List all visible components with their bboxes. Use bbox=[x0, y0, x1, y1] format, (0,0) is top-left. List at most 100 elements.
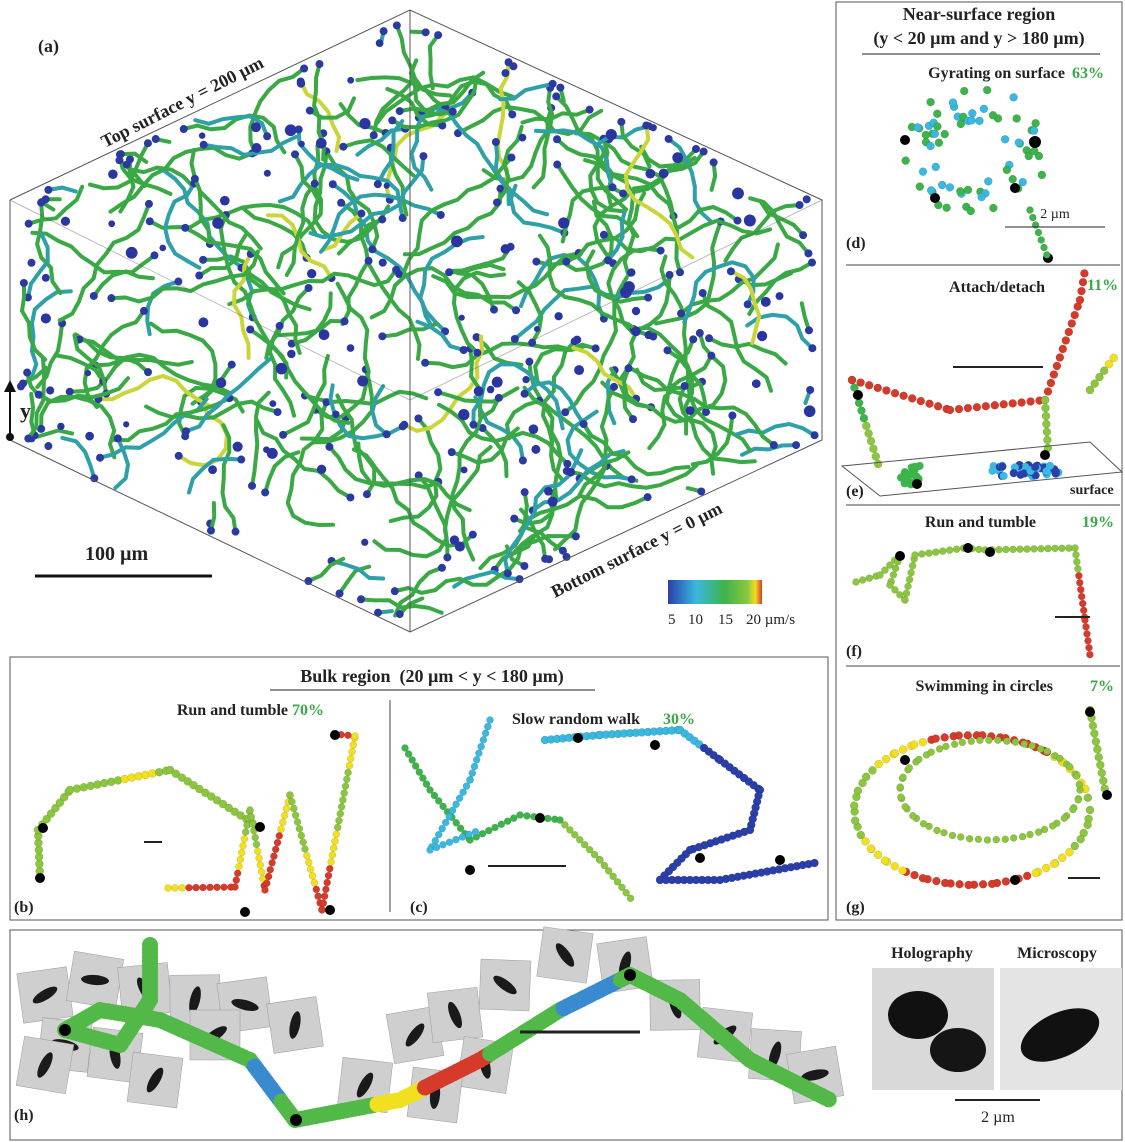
track-dot bbox=[332, 830, 341, 839]
track-end bbox=[279, 430, 288, 439]
track-dot bbox=[604, 867, 613, 875]
track-dot bbox=[556, 816, 564, 824]
track-end bbox=[237, 455, 246, 464]
track-dot bbox=[230, 807, 239, 816]
track-end bbox=[174, 451, 183, 460]
track-dot bbox=[273, 838, 282, 847]
track-dot bbox=[305, 858, 313, 867]
track-dot bbox=[580, 840, 589, 849]
colorbar-tick: 5 bbox=[668, 612, 676, 628]
track-dot bbox=[1041, 403, 1050, 413]
cluster bbox=[40, 313, 51, 324]
cell bbox=[189, 986, 201, 1014]
track-end bbox=[579, 420, 588, 429]
track-dot bbox=[886, 581, 894, 589]
track-dot bbox=[1037, 545, 1045, 553]
track-dot bbox=[926, 186, 936, 195]
track-end bbox=[545, 555, 554, 564]
track-end bbox=[663, 346, 672, 355]
track-dot bbox=[901, 596, 909, 604]
cell bbox=[801, 1069, 829, 1081]
track-dot bbox=[901, 802, 909, 811]
track-dot bbox=[1040, 243, 1048, 252]
cluster bbox=[522, 375, 530, 384]
track-dot bbox=[1012, 114, 1021, 123]
track-dot bbox=[401, 744, 409, 752]
track bbox=[25, 232, 50, 300]
track-dot bbox=[1075, 780, 1084, 789]
track-end bbox=[804, 249, 813, 258]
cube-edge bbox=[409, 199, 823, 401]
track bbox=[659, 254, 708, 415]
track-dot bbox=[426, 786, 434, 794]
track-end bbox=[287, 339, 296, 348]
track bbox=[190, 362, 234, 406]
track-end bbox=[496, 184, 505, 193]
track-end bbox=[571, 532, 580, 541]
track-dot bbox=[468, 769, 477, 777]
track-dot bbox=[948, 831, 957, 840]
track-dot bbox=[452, 800, 460, 809]
track-dot bbox=[975, 116, 984, 126]
track-dot bbox=[286, 791, 294, 799]
track-dot bbox=[1034, 828, 1043, 836]
track-dot bbox=[337, 803, 346, 811]
track bbox=[184, 357, 272, 434]
track bbox=[117, 152, 173, 196]
track-dot bbox=[42, 814, 51, 824]
track-dot bbox=[1017, 398, 1026, 407]
track-dot bbox=[261, 886, 269, 894]
cluster bbox=[215, 377, 227, 388]
track-dot bbox=[954, 731, 964, 740]
track-end bbox=[518, 456, 527, 465]
track-dot bbox=[1043, 435, 1052, 445]
track-dot bbox=[1026, 397, 1035, 406]
cluster bbox=[533, 325, 540, 332]
track-dot bbox=[998, 462, 1007, 471]
track-dot bbox=[240, 835, 249, 843]
track-end bbox=[799, 231, 808, 240]
track-dot bbox=[902, 589, 911, 597]
track-dot bbox=[266, 865, 275, 874]
track-dot bbox=[310, 878, 319, 887]
track-end bbox=[310, 179, 319, 188]
track-dot bbox=[854, 398, 864, 408]
track-end bbox=[510, 334, 519, 343]
track bbox=[623, 123, 695, 260]
track-end bbox=[726, 267, 735, 276]
track-dot bbox=[1097, 768, 1107, 778]
track bbox=[341, 138, 416, 178]
track-end bbox=[300, 64, 309, 73]
track-end bbox=[179, 125, 188, 134]
track bbox=[728, 269, 762, 346]
track-dot bbox=[430, 791, 439, 800]
track-dot bbox=[497, 820, 506, 829]
track-dot bbox=[882, 386, 891, 395]
track bbox=[57, 201, 151, 323]
track-dot bbox=[1074, 565, 1082, 573]
panel-a-tracks bbox=[16, 21, 819, 619]
track bbox=[96, 373, 212, 408]
tumble-point bbox=[59, 1024, 71, 1036]
track-end bbox=[619, 189, 628, 198]
track-dot bbox=[992, 835, 1001, 844]
track-dot bbox=[441, 818, 450, 827]
track-dot bbox=[933, 109, 942, 119]
track bbox=[337, 564, 372, 596]
track-dot bbox=[909, 812, 917, 820]
track-dot bbox=[964, 880, 973, 890]
image-tile bbox=[478, 958, 532, 1012]
cell bbox=[768, 1041, 782, 1069]
track bbox=[401, 155, 514, 275]
track-end bbox=[199, 255, 208, 264]
track-end bbox=[501, 69, 510, 78]
track-end bbox=[248, 481, 257, 490]
track-dot bbox=[1073, 558, 1081, 566]
cluster bbox=[296, 79, 306, 88]
track-dot bbox=[206, 883, 214, 892]
cluster bbox=[685, 406, 695, 415]
track-dot bbox=[220, 883, 228, 891]
track-dot bbox=[934, 138, 944, 147]
track-end bbox=[113, 434, 122, 443]
track-dot bbox=[985, 736, 993, 745]
